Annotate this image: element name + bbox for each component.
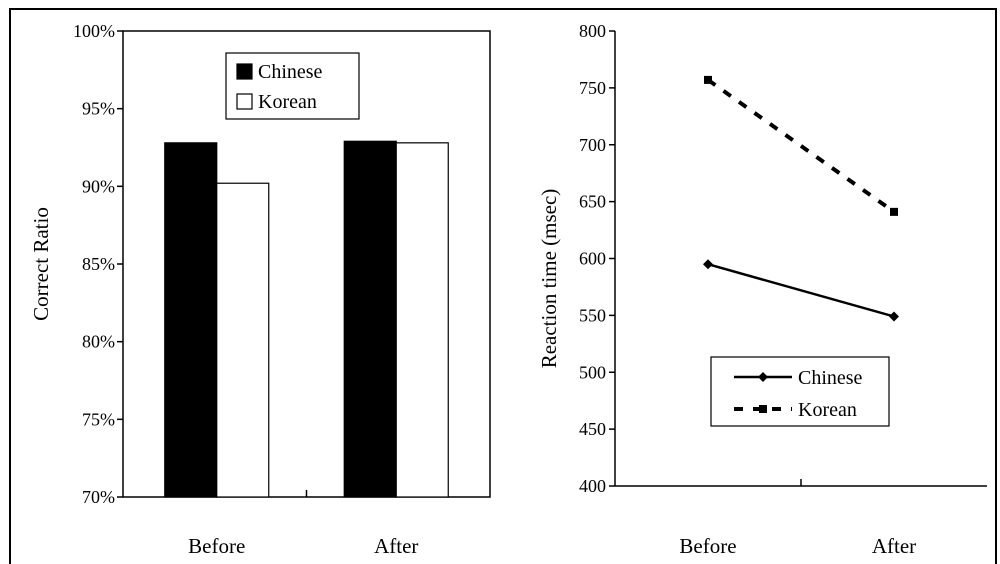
legend-label-korean: Korean [258,91,317,113]
y-axis-title: Reaction time (msec) [537,189,561,369]
point-korean [890,207,898,216]
legend-marker-chinese [758,372,768,382]
figure-border [9,8,997,564]
point-chinese [889,311,899,322]
y-tick-label: 700 [579,135,606,155]
y-tick-label: 400 [579,476,606,496]
y-tick-label: 750 [579,78,606,98]
y-tick-label: 85% [82,254,115,274]
series-line-korean [706,78,896,214]
y-tick-label: 650 [579,192,606,212]
y-tick-label: 80% [82,332,115,352]
x-category-label: Before [679,534,736,558]
y-tick-label: 550 [579,305,606,325]
y-tick-label: 500 [579,362,606,382]
series-line-chinese [707,262,895,318]
y-tick-label: 90% [82,176,115,196]
y-tick-label: 600 [579,249,606,269]
bar-chinese-after [343,140,397,498]
y-tick-label: 450 [579,419,606,439]
bar-chinese-before [164,142,218,498]
x-category-label: After [374,534,418,558]
legend-label-chinese: Chinese [798,367,863,389]
legend-swatch-korean [236,93,253,110]
correct-ratio-chart: 70% 75% 80% 85% 90% 95% 100% Correct Ratio Befor… [29,21,491,558]
legend: Chinese Korean [225,52,360,120]
legend-box [710,356,890,427]
point-chinese [703,259,713,270]
x-category-label: After [872,534,916,558]
reaction-time-chart: 400 450 500 550 600 650 700 750 800 Reaction time… [537,21,987,558]
legend: Chinese Korean [710,356,890,427]
bar-korean-before [216,182,270,498]
y-tick-label: 70% [82,487,115,507]
y-tick-label: 800 [579,21,606,41]
x-category-label: Before [188,534,245,558]
legend-swatch-chinese [236,63,253,80]
legend-marker-korean [759,405,767,413]
legend-label-korean: Korean [798,399,857,421]
y-tick-label: 75% [82,409,115,429]
y-tick-label: 100% [73,21,115,41]
point-korean [704,75,712,84]
legend-label-chinese: Chinese [258,61,323,83]
y-tick-label: 95% [82,99,115,119]
bar-korean-after [395,142,449,498]
y-axis-title: Correct Ratio [29,207,53,321]
